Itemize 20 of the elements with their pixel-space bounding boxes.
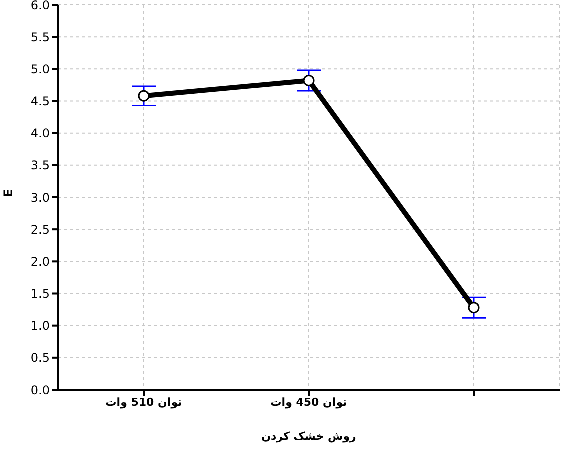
y-tick-label: 2.0 <box>30 254 50 269</box>
y-tick-label: 5.0 <box>30 62 50 76</box>
y-tick-label: 3.5 <box>30 158 50 173</box>
point <box>468 302 480 314</box>
y-tick-label: 1.5 <box>30 287 50 302</box>
y-tick-label: 4.0 <box>30 126 50 141</box>
point <box>138 90 150 102</box>
y-tick-label: 3.0 <box>30 190 50 205</box>
y-tick-label: 4.5 <box>30 94 50 109</box>
x-tick-label: توان 450 وات <box>270 396 348 409</box>
y-tick-label: 6.0 <box>30 0 50 12</box>
point <box>303 74 315 86</box>
y-tick-label: 2.5 <box>30 222 50 237</box>
y-tick-label: 1.0 <box>30 319 50 334</box>
x-axis-title: روش خشک کردن <box>262 430 356 443</box>
y-tick-label: 0.0 <box>30 383 50 398</box>
y-tick-label: 5.5 <box>30 30 50 44</box>
x-tick-label: توان 510 وات <box>106 396 182 409</box>
y-tick-label: 0.5 <box>30 351 50 366</box>
y-axis-title: E <box>1 189 16 198</box>
